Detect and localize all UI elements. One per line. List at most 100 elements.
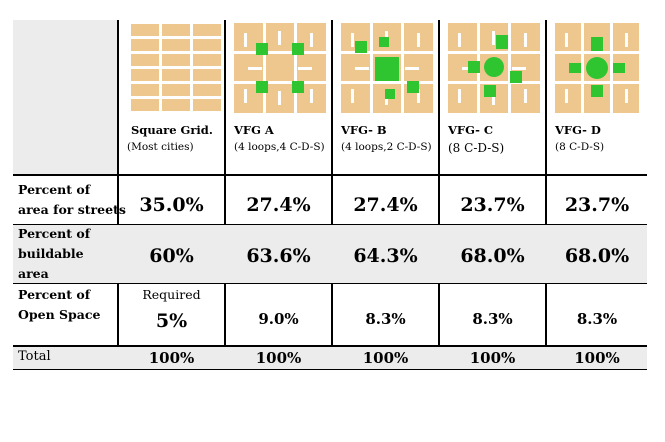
plan-block [193, 84, 221, 96]
required-note: Required [142, 287, 201, 302]
open-space [375, 57, 399, 81]
table-cell: 100% [469, 349, 516, 367]
plan-road [341, 81, 433, 84]
vfg-d-plan-icon [555, 23, 639, 113]
row-total: Total 100% 100% 100% 100% 100% [13, 347, 647, 369]
plan-road [310, 89, 313, 103]
plan-block [162, 24, 190, 36]
open-space [591, 85, 603, 97]
table-cell: 27.4% [353, 194, 418, 216]
plan-road [492, 91, 495, 105]
plan-road [625, 33, 628, 47]
row-label: buildable area [18, 246, 84, 281]
table-cell: 9.0% [258, 310, 299, 328]
column-subtitle: (4 loops,2 C-D-S) [341, 141, 432, 153]
table-cell: 23.7% [564, 194, 630, 216]
plan-road [234, 51, 326, 54]
open-space [613, 63, 625, 73]
header-col-vfg-d: VFG- D (8 C-D-S) [547, 20, 647, 174]
row-label: Percent of [18, 182, 91, 197]
column-subtitle: (Most cities) [127, 141, 194, 153]
table-cell: 27.4% [246, 194, 311, 216]
table-cell: 100% [574, 349, 620, 367]
open-space [407, 81, 419, 93]
plan-block [162, 54, 190, 66]
open-space [510, 71, 522, 83]
plan-road [355, 67, 369, 70]
plan-road [401, 23, 404, 113]
column-divider [438, 20, 440, 370]
plan-road [508, 23, 511, 113]
row-label: area for streets [18, 202, 126, 217]
row-label: Percent of [18, 287, 91, 302]
column-title: Square Grid. [131, 123, 213, 137]
plan-block [162, 99, 190, 111]
row-divider [13, 345, 647, 347]
plan-block [162, 39, 190, 51]
plan-road [565, 89, 568, 103]
table-cell: 23.7% [460, 194, 525, 216]
plan-road [370, 23, 373, 113]
column-divider [117, 20, 119, 370]
plan-block [193, 24, 221, 36]
plan-block [162, 69, 190, 81]
plan-road [555, 51, 639, 54]
plan-road [244, 89, 247, 103]
row-divider [13, 224, 647, 225]
plan-block [131, 39, 159, 51]
plan-road [458, 89, 461, 103]
row-divider [13, 174, 647, 176]
plan-block [193, 54, 221, 66]
plan-block [131, 69, 159, 81]
vfg-a-plan-icon [234, 23, 326, 113]
plan-road [581, 23, 584, 113]
header-corner-cell [13, 20, 117, 174]
row-label: Open Space [18, 307, 101, 322]
plan-road [351, 33, 354, 47]
row-label: Total [18, 349, 51, 364]
table-cell: 8.3% [472, 310, 513, 328]
vfg-c-plan-icon [448, 23, 540, 113]
plan-block [193, 69, 221, 81]
plan-road [341, 51, 433, 54]
row-divider [13, 283, 647, 284]
header-col-vfg-b: VFG- B (4 loops,2 C-D-S) [333, 20, 438, 174]
cul-de-sac [586, 57, 608, 79]
open-space [355, 41, 367, 53]
table-cell: 100% [362, 349, 409, 367]
plan-road [565, 33, 568, 47]
plan-road [492, 31, 495, 45]
table-cell: 68.0% [564, 245, 630, 267]
column-subtitle: (8 C-D-S) [448, 141, 505, 155]
open-space [256, 81, 268, 93]
plan-road [524, 89, 527, 103]
plan-road [263, 23, 266, 113]
table-cell: 8.3% [576, 310, 618, 328]
table-cell: 100% [148, 349, 195, 367]
table-cell: 68.0% [460, 245, 525, 267]
plan-block [131, 54, 159, 66]
header-col-square-grid: Square Grid. (Most cities) [119, 20, 224, 174]
plan-road [405, 67, 419, 70]
plan-road [555, 81, 639, 84]
table-cell: 100% [255, 349, 302, 367]
column-divider [545, 20, 547, 370]
column-title: VFG- D [555, 123, 601, 137]
plan-road [458, 33, 461, 47]
plan-road [298, 67, 312, 70]
plan-road [234, 81, 326, 84]
cul-de-sac [484, 57, 504, 77]
open-space [292, 81, 304, 93]
open-space [379, 37, 389, 47]
plan-block [131, 99, 159, 111]
plan-road [512, 67, 526, 70]
open-space [484, 85, 496, 97]
column-divider [224, 20, 226, 370]
column-subtitle: (4 loops,4 C-D-S) [234, 141, 325, 153]
header-col-vfg-c: VFG- C (8 C-D-S) [440, 20, 545, 174]
plan-road [610, 23, 613, 113]
plan-block [193, 99, 221, 111]
table-cell: 8.3% [365, 310, 406, 328]
open-space [496, 35, 508, 49]
plan-road [351, 89, 354, 103]
